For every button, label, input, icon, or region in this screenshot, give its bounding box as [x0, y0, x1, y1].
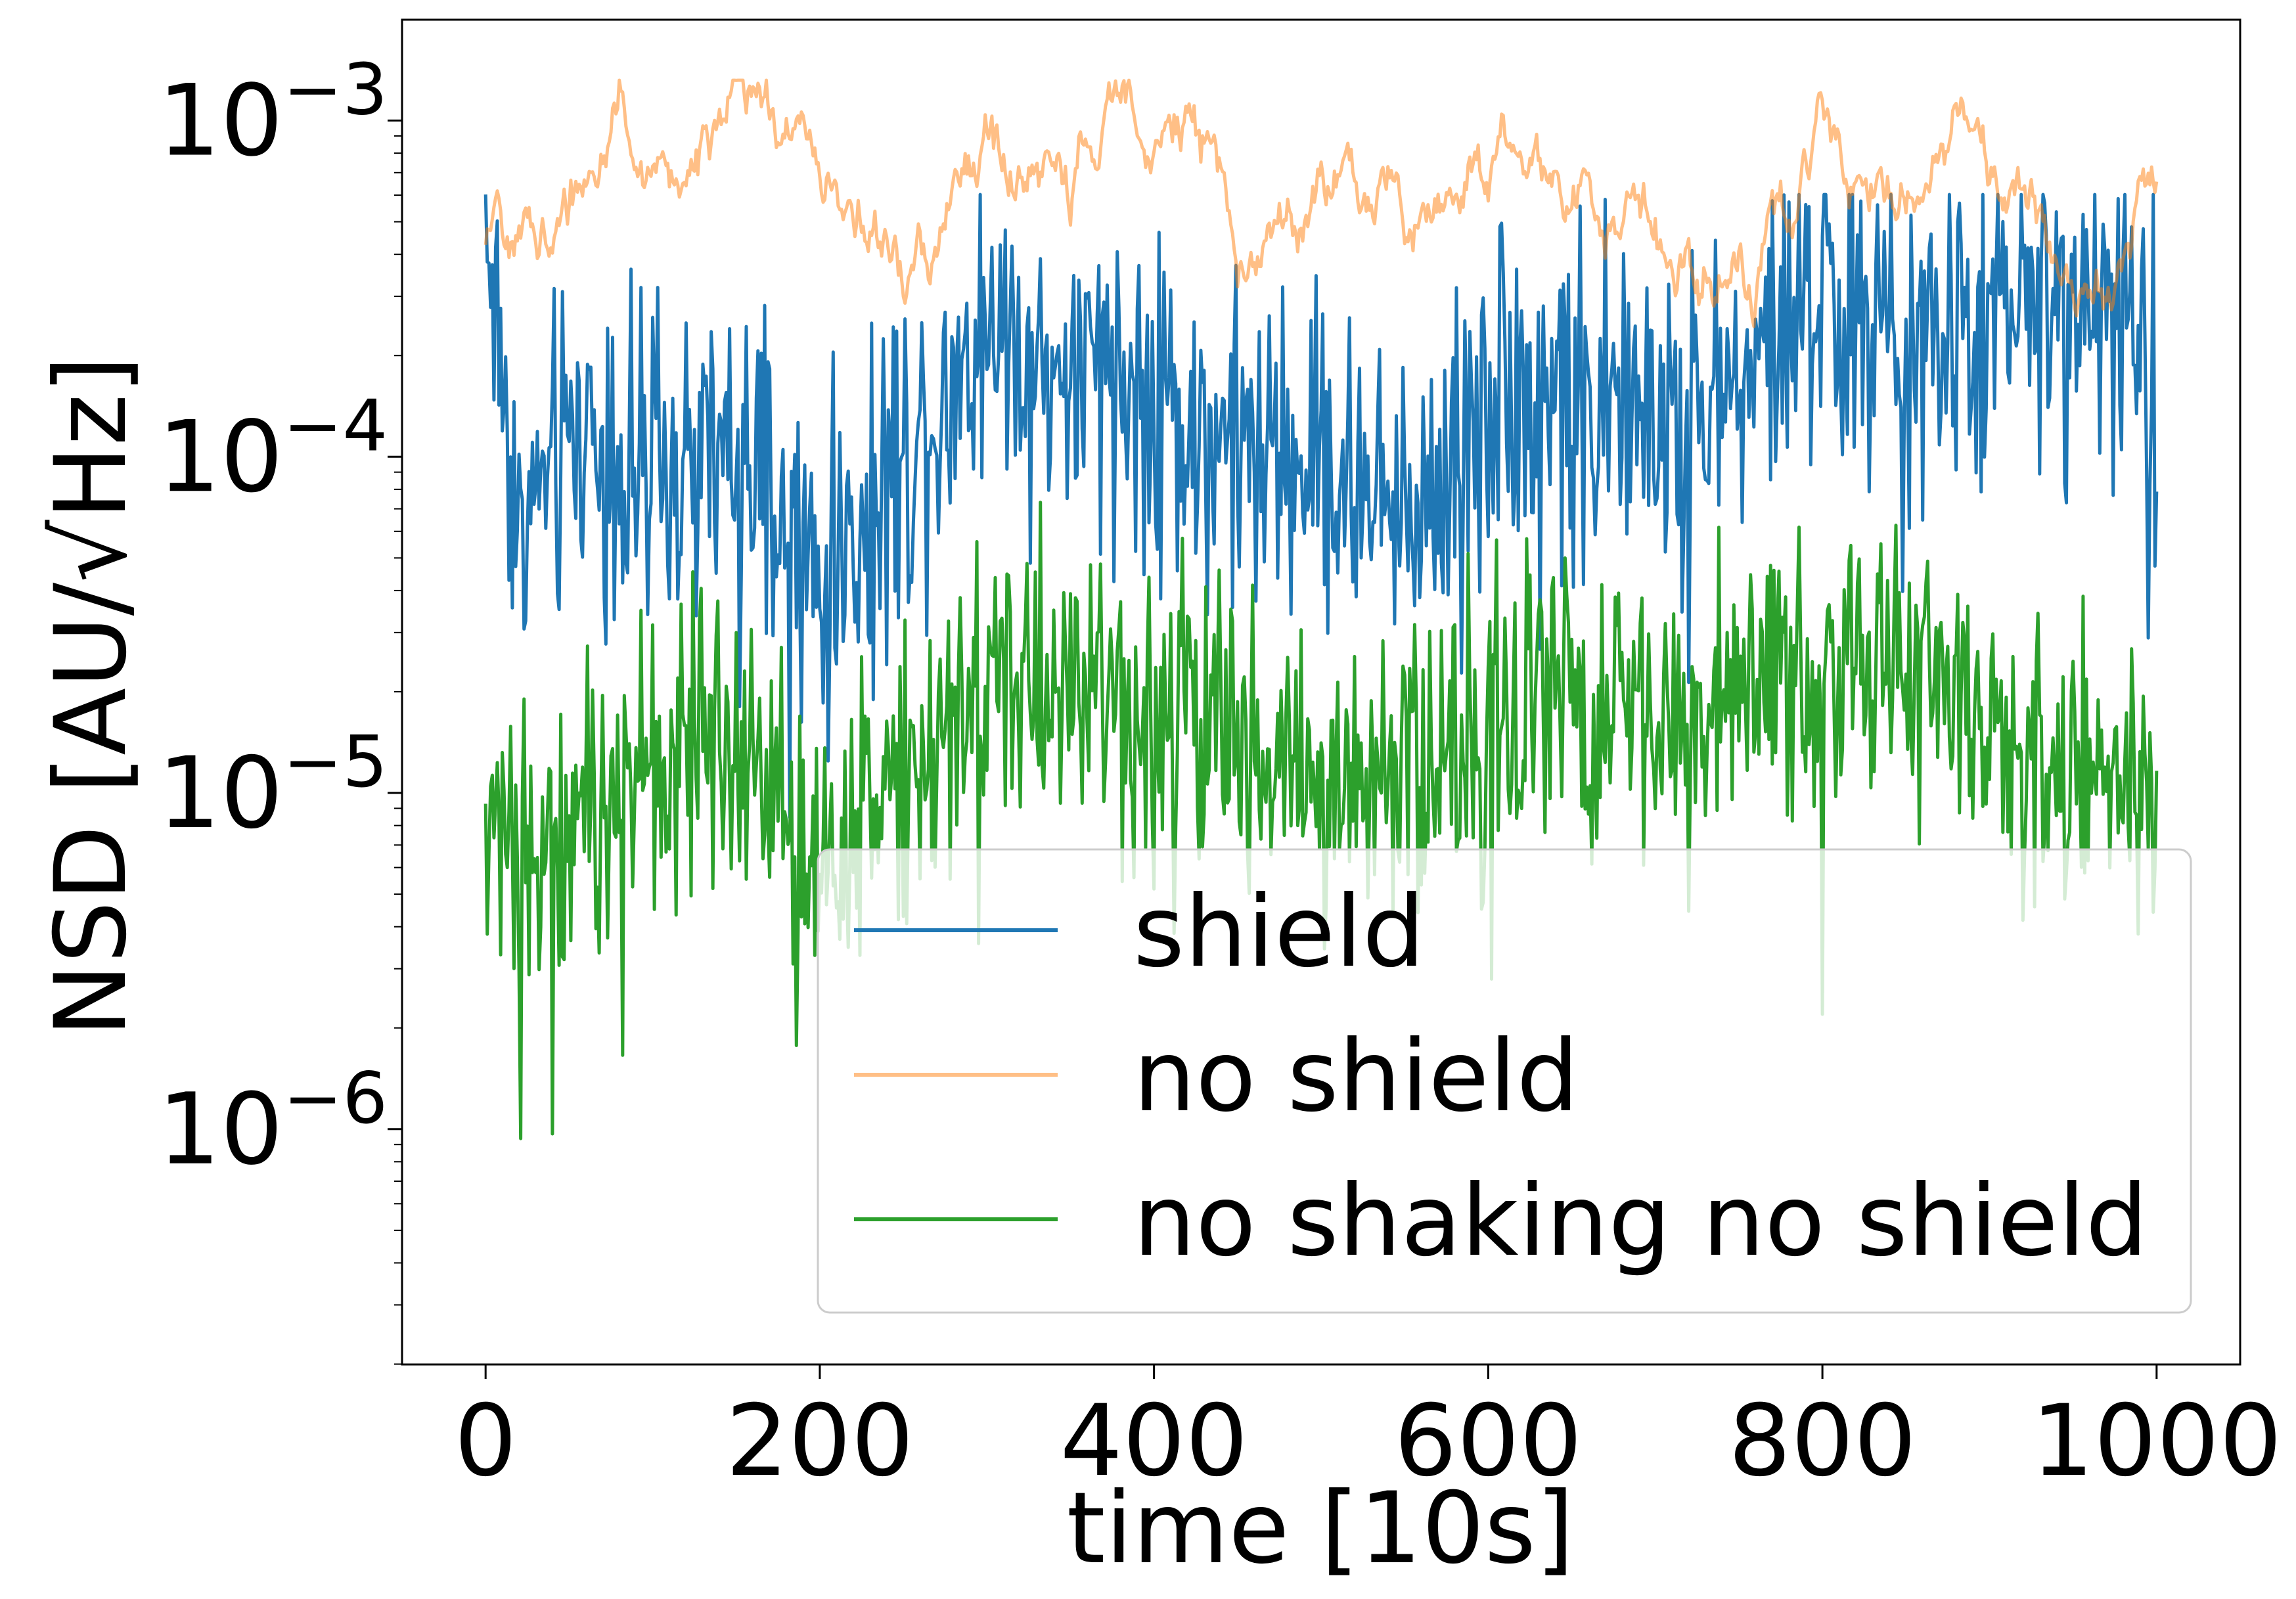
y-tick-label: 10−6 — [158, 1058, 388, 1187]
x-tick-label: 600 — [1394, 1384, 1582, 1498]
legend-label-shield: shield — [1133, 875, 1425, 989]
x-axis: 0 200 400 600 800 1000 — [454, 1364, 2282, 1498]
x-tick-label: 1000 — [2031, 1384, 2282, 1498]
legend-label-no-shaking-no-shield: no shaking no shield — [1133, 1164, 2148, 1278]
series-line-shield — [484, 192, 2159, 819]
x-tick-label: 200 — [726, 1384, 914, 1498]
y-axis-title: NSD [AU/√Hz] — [34, 355, 148, 1037]
x-tick-label: 800 — [1728, 1384, 1916, 1498]
x-axis-title: time [10s] — [1067, 1472, 1575, 1586]
y-tick-label: 10−4 — [158, 385, 388, 514]
x-tick-label: 400 — [1060, 1384, 1248, 1498]
series-layer — [484, 78, 2159, 1140]
y-tick-label: 10−3 — [158, 49, 388, 179]
series-line-no-shield — [484, 78, 2159, 328]
y-tick-label: 10−5 — [158, 721, 388, 851]
x-tick-label: 0 — [454, 1384, 516, 1498]
legend-label-no-shield: no shield — [1133, 1020, 1579, 1134]
y-axis: 10−6 10−5 10−4 10−3 — [158, 49, 402, 1365]
series-line-no-shaking-no-shield — [484, 501, 2159, 1140]
legend-box — [817, 848, 2192, 1314]
legend: shield no shield no shaking no shield — [817, 848, 2192, 1314]
